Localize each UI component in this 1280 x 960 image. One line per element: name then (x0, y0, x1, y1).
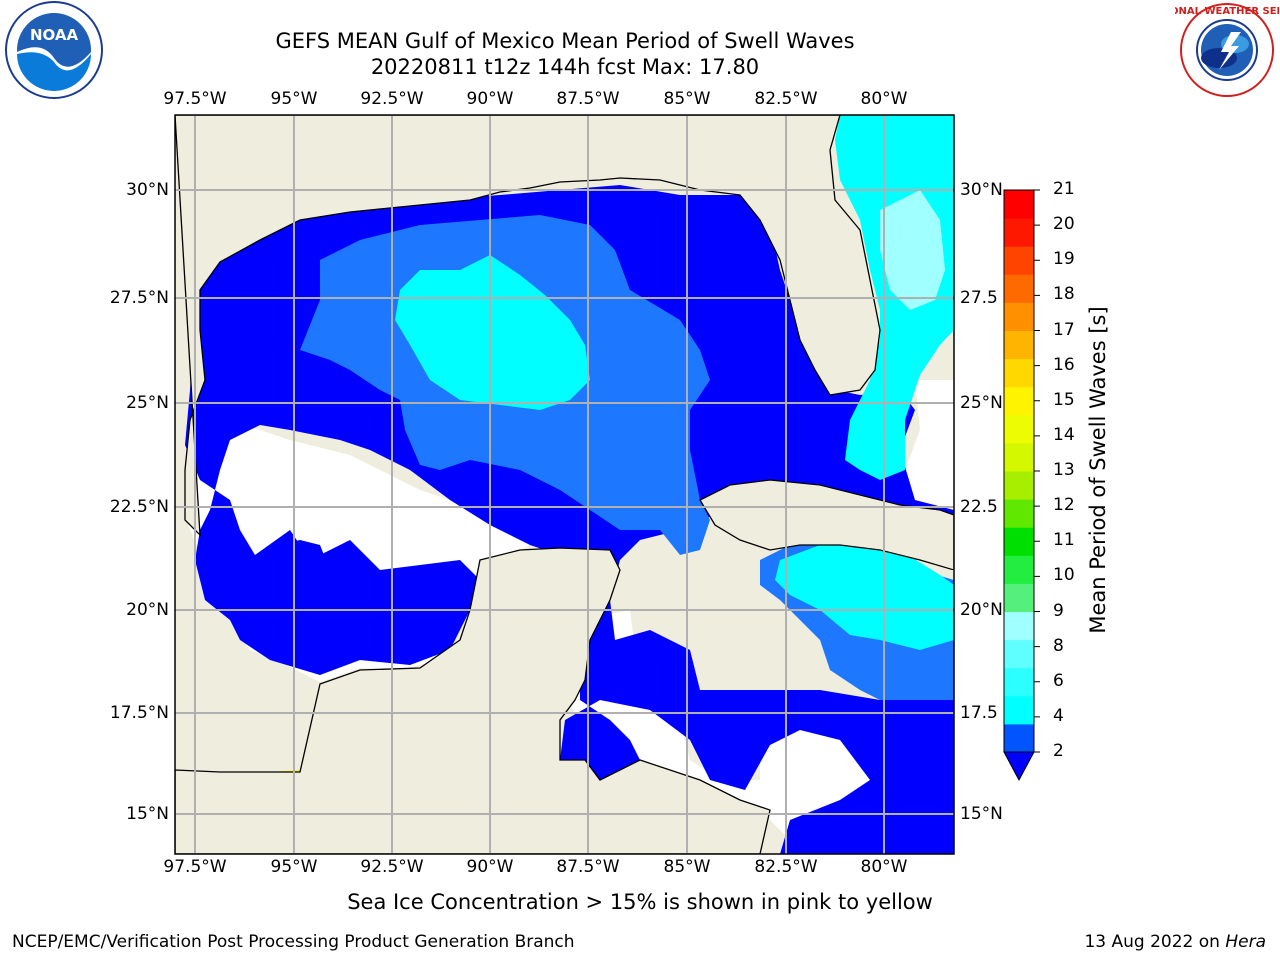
colorbar-label: Mean Period of Swell Waves [s] (1086, 306, 1110, 634)
lon-label-bottom: 97.5°W (163, 857, 227, 877)
noaa-logo: NOAA (5, 1, 103, 99)
lat-label-right: 20°N (960, 600, 1003, 620)
colorbar-segment (1004, 218, 1034, 247)
lon-label-bottom: 92.5°W (360, 857, 424, 877)
colorbar-segment (1004, 723, 1034, 753)
lon-label-bottom: 82.5°W (754, 857, 818, 877)
colorbar-segment (1004, 414, 1034, 444)
land-yucatan (175, 547, 771, 854)
lat-label-right: 22.5 (960, 497, 998, 517)
colorbar-segment (1004, 667, 1034, 697)
map-area (175, 115, 954, 854)
noaa-logo-text: NOAA (30, 26, 79, 44)
lon-label-bottom: 90°W (466, 857, 514, 877)
gridlines (175, 115, 954, 854)
colorbar-segment (1004, 330, 1034, 360)
colorbar-segment (1004, 386, 1034, 416)
colorbar-segment (1004, 527, 1034, 556)
ocean-missing-area (905, 380, 954, 510)
nws-logo-text: NATIONAL WEATHER SERVICE (1175, 6, 1279, 17)
footer-date: 13 Aug 2022 on (1084, 932, 1226, 952)
colorbar-segment (1004, 499, 1034, 528)
colorbar-segment (1004, 611, 1034, 641)
colorbar-segment (1004, 555, 1034, 584)
swell-region-8-9s (880, 190, 945, 310)
colorbar-tick-label: 21 (1053, 179, 1075, 199)
caption: Sea Ice Concentration > 15% is shown in … (0, 890, 1280, 914)
lat-label-right: 15°N (960, 804, 1003, 824)
colorbar-segment (1004, 358, 1034, 388)
ocean-missing-area (560, 610, 880, 840)
lat-label-left: 25°N (126, 393, 169, 413)
lon-label-bottom: 80°W (860, 857, 908, 877)
lat-label-left: 27.5°N (109, 288, 169, 308)
lat-label-right: 30°N (960, 180, 1003, 200)
colorbar-extend-triangle (1003, 751, 1035, 782)
colorbar-tick-label: 15 (1053, 389, 1075, 410)
colorbar-tick-label: 13 (1053, 460, 1075, 480)
colorbar-segment (1004, 583, 1034, 612)
colorbar-segment (1004, 695, 1034, 725)
colorbar-tick-label: 14 (1053, 424, 1075, 445)
colorbar-tick-label: 8 (1053, 635, 1064, 656)
lon-label-top: 87.5°W (556, 89, 620, 109)
lat-label-right: 25°N (960, 393, 1003, 413)
colorbar-segment (1004, 442, 1034, 472)
colorbar (1003, 189, 1040, 753)
swell-patch-2-4s (240, 530, 470, 660)
lon-label-top: 85°W (663, 89, 711, 109)
lon-label-bottom: 85°W (663, 857, 711, 877)
lat-label-right: 17.5 (960, 703, 998, 723)
lon-label-top: 82.5°W (754, 89, 818, 109)
colorbar-segment (1004, 302, 1034, 331)
colorbar-segment (1004, 190, 1034, 219)
lat-label-left: 17.5°N (109, 703, 169, 723)
lat-label-left: 20°N (126, 600, 169, 620)
lon-label-top: 95°W (270, 89, 318, 109)
map-frame (174, 114, 955, 855)
land-north-america (175, 115, 881, 537)
colorbar-tick-label: 20 (1053, 214, 1075, 235)
colorbar-segment (1004, 639, 1034, 669)
lat-label-left: 15°N (126, 804, 169, 824)
lat-label-left: 22.5°N (109, 497, 169, 517)
colorbar-segment (1004, 274, 1034, 303)
footer-host: Hera (1225, 932, 1266, 952)
colorbar-tick-label: 2 (1053, 741, 1064, 761)
caption-text: Sea Ice Concentration > 15% is shown in … (347, 890, 933, 914)
swell-region-6-8s (395, 255, 590, 410)
colorbar-segment (1004, 471, 1034, 500)
lon-label-top: 90°W (466, 89, 514, 109)
land-hispaniola-strip (940, 570, 954, 575)
lat-label-right: 27.5 (960, 288, 998, 308)
colorbar-tick-label: 10 (1053, 565, 1075, 586)
lat-label-left: 30°N (126, 180, 169, 200)
colorbar-tick-label: 9 (1053, 600, 1064, 621)
lon-label-top: 92.5°W (360, 89, 424, 109)
footer-right: 13 Aug 2022 on Hera (1084, 932, 1266, 952)
land-cuba (699, 479, 954, 571)
footer-left: NCEP/EMC/Verification Post Processing Pr… (12, 932, 575, 952)
colorbar-tick-label: 11 (1053, 530, 1075, 551)
colorbar-tick-label: 4 (1053, 705, 1064, 726)
lon-label-bottom: 95°W (270, 857, 318, 877)
lon-label-top: 97.5°W (163, 89, 227, 109)
lon-label-bottom: 87.5°W (556, 857, 620, 877)
colorbar-tick-label: 12 (1053, 495, 1075, 516)
swell-region-6-8s (775, 540, 954, 650)
colorbar-tick-label: 6 (1053, 670, 1064, 691)
colorbar-tick-label: 16 (1053, 354, 1075, 375)
colorbar-segment (1004, 246, 1034, 275)
colorbar-tick-label: 19 (1053, 249, 1075, 270)
chart-subtitle: 20220811 t12z 144h fcst Max: 17.80 (370, 55, 760, 79)
colorbar-tick-label: 18 (1053, 284, 1075, 305)
colorbar-tick-label: 17 (1053, 319, 1075, 340)
nws-logo: NATIONAL WEATHER SERVICE (1175, 3, 1279, 97)
chart-title: GEFS MEAN Gulf of Mexico Mean Period of … (275, 29, 855, 53)
lon-label-top: 80°W (860, 89, 908, 109)
